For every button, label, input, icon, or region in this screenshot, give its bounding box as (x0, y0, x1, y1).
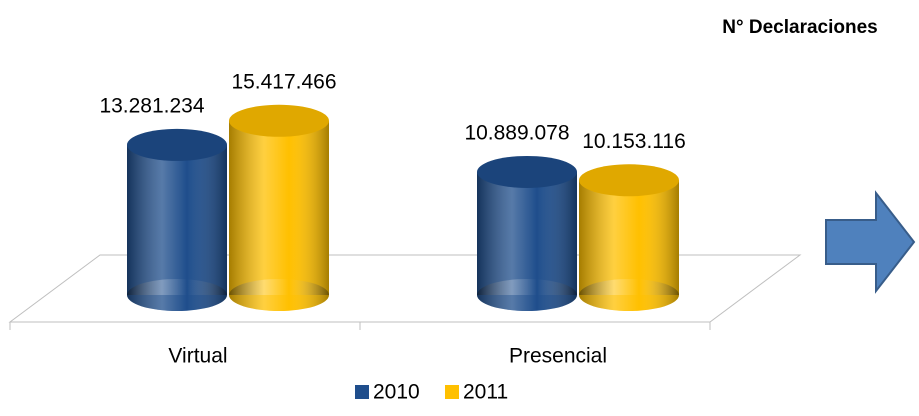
cylinder-bottom-shade (229, 279, 329, 311)
cylinder-top (477, 155, 577, 188)
cylinder-top-shade (229, 104, 329, 137)
data-label: 15.417.466 (231, 70, 336, 93)
cylinder (127, 128, 227, 311)
cylinder-shade (579, 180, 679, 295)
cylinder-top (127, 128, 227, 161)
cylinder-shade (127, 144, 227, 295)
cylinder (229, 104, 329, 311)
legend-swatch (355, 385, 369, 399)
legend-swatch (445, 385, 459, 399)
legend-label: 2011 (463, 381, 508, 404)
cylinder-bottom-shade (127, 279, 227, 311)
cylinder (579, 164, 679, 311)
cylinder-top-shade (477, 155, 577, 188)
floor (8, 254, 802, 323)
cylinder-shade (477, 171, 577, 295)
cylinder-bottom-shade (477, 279, 577, 311)
cylinder-top (229, 104, 329, 137)
data-label: 10.889.078 (464, 122, 569, 145)
chart-title: N° Declaraciones (722, 17, 877, 38)
data-label: 13.281.234 (99, 94, 204, 117)
data-label: 10.153.116 (582, 130, 686, 153)
cylinder (477, 155, 577, 311)
cylinder-bottom-shade (579, 279, 679, 311)
cylinder-shade (229, 120, 329, 296)
x-tick-label: Virtual (168, 345, 227, 368)
cylinder-top (579, 164, 679, 197)
cylinder-top-shade (579, 164, 679, 197)
x-tick-label: Presencial (509, 345, 607, 368)
arrow (825, 190, 916, 294)
cylinder-top-shade (127, 128, 227, 161)
legend-label: 2010 (373, 381, 420, 404)
